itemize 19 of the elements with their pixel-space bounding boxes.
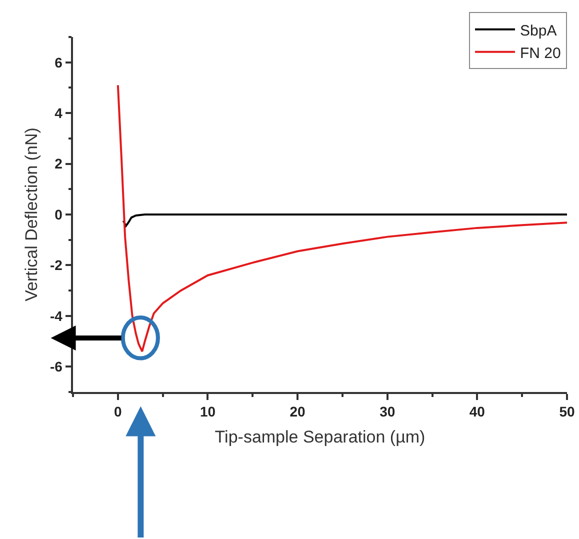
x-tick-label: 0 (114, 404, 122, 420)
x-tick-label: 20 (290, 404, 306, 420)
x-tick-label: 30 (380, 404, 396, 420)
x-tick-label: 10 (200, 404, 216, 420)
x-tick-label: 40 (469, 404, 486, 420)
y-tick-label: 4 (54, 104, 63, 121)
y-axis-title: Vertical Deflection (nN) (22, 128, 42, 302)
legend-label: FN 20 (520, 44, 561, 62)
y-tick-label: -4 (50, 308, 63, 324)
legend-label: SbpA (520, 22, 557, 40)
y-tick-label: 2 (54, 156, 63, 172)
line-series (122, 214, 567, 227)
line-series (116, 84, 567, 352)
y-tick-label: 0 (54, 206, 63, 222)
x-tick-label: 50 (559, 404, 575, 420)
y-tick-label: 6 (54, 54, 63, 70)
y-tick-label: -2 (50, 257, 63, 274)
y-tick-label: -6 (50, 358, 63, 375)
x-axis-title: Tip-sample Separation (µm) (214, 427, 426, 446)
